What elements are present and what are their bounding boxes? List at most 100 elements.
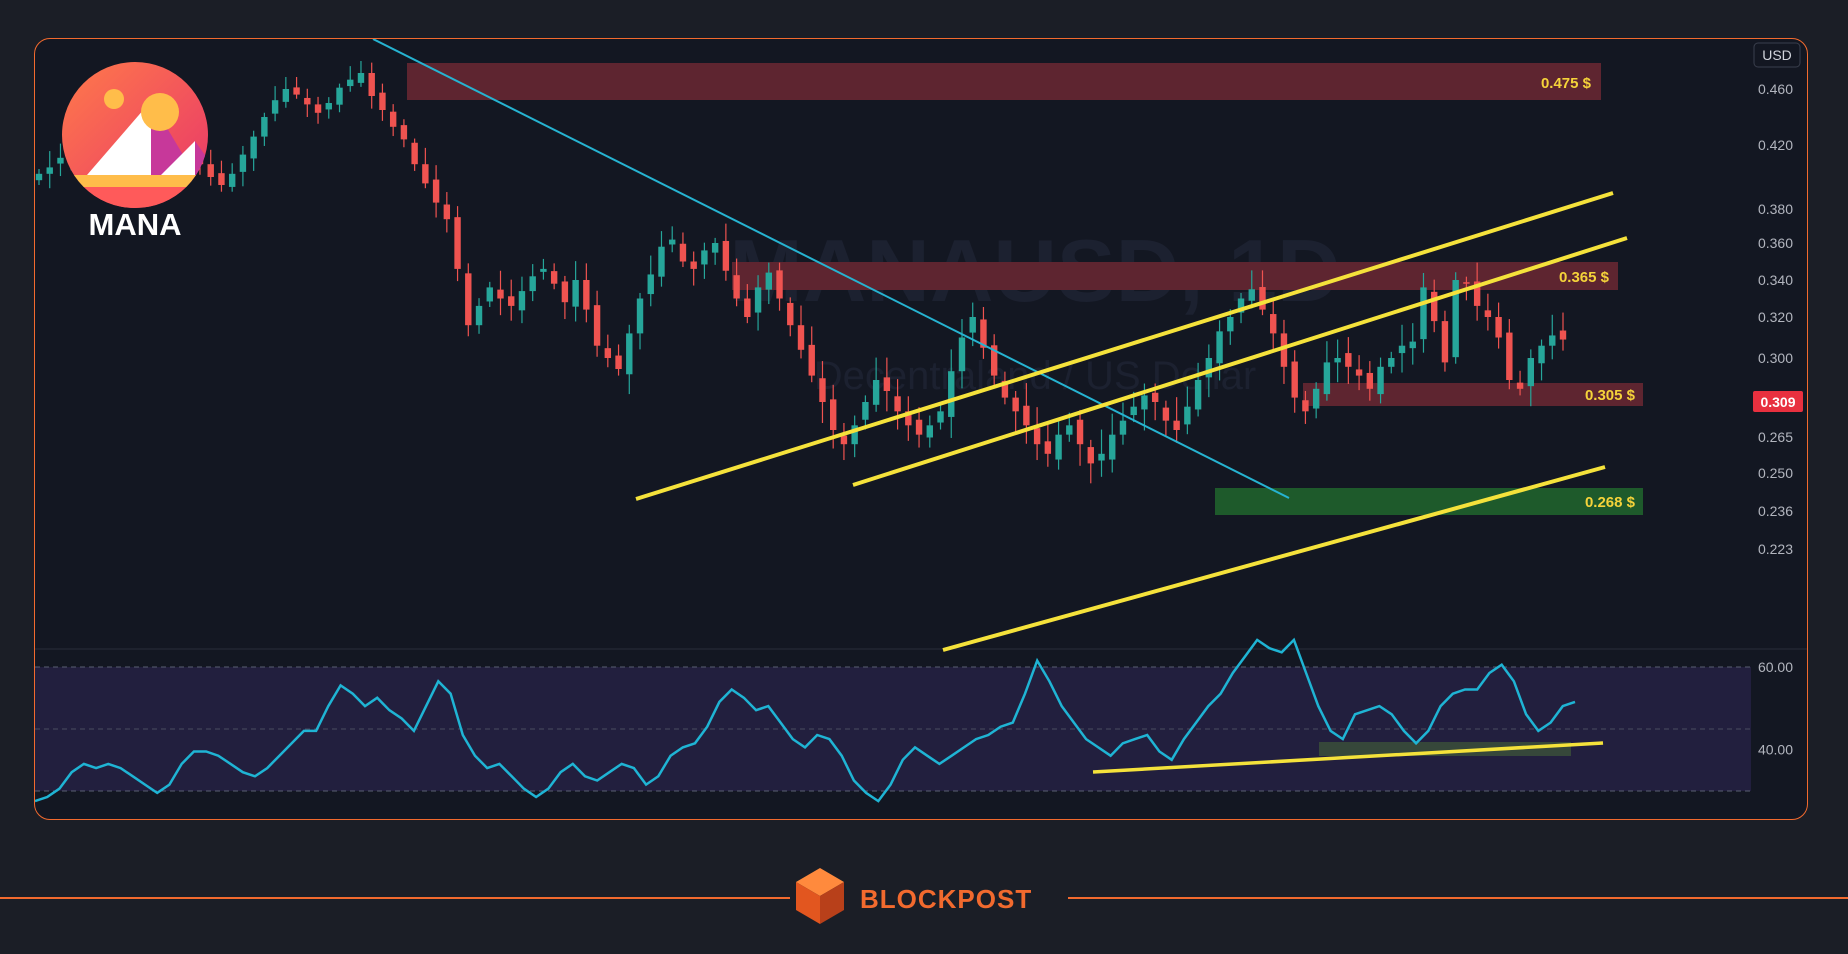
price-axis: 0.4600.4200.3800.3600.3400.3200.3000.280…	[1758, 81, 1793, 557]
channel-upper-line[interactable]	[635, 191, 1614, 501]
candle-body	[314, 104, 322, 113]
candle-body	[1388, 358, 1395, 367]
candle-body	[636, 298, 644, 334]
candle-body	[1098, 453, 1105, 461]
rsi-tick-label: 40.00	[1758, 742, 1793, 758]
candle-body	[819, 378, 826, 402]
candle-body	[1216, 331, 1223, 364]
candle-body	[583, 280, 590, 310]
footer: BLOCKPOST	[0, 868, 1848, 924]
candle-body	[958, 337, 966, 372]
candle-body	[572, 280, 579, 307]
candle-body	[282, 89, 290, 102]
zone-0268	[1215, 488, 1643, 515]
candle-body	[1270, 314, 1277, 334]
candle-body	[840, 435, 848, 445]
candle-body	[1151, 392, 1159, 402]
candle-body	[1431, 291, 1438, 322]
candle-body	[218, 173, 225, 185]
candle-body	[1312, 388, 1320, 409]
candle-body	[368, 73, 375, 96]
candle-body	[1441, 321, 1449, 363]
candle-body	[540, 268, 547, 272]
candle-body	[443, 204, 451, 220]
candle-body	[980, 319, 987, 348]
candle-body	[1130, 406, 1137, 416]
candle-body	[1001, 380, 1009, 398]
rsi-line[interactable]	[35, 637, 1576, 803]
current-price-tag	[1753, 391, 1803, 412]
candle-body	[1141, 395, 1148, 410]
candle-body	[400, 125, 408, 140]
candle-body	[679, 243, 687, 262]
candle-body	[508, 296, 515, 306]
price-chart[interactable]: MANAUSD, 1D Decentraland / US Dollar 0.4…	[35, 39, 1808, 820]
zone-label-0365: 0.365 $	[1559, 269, 1610, 286]
candle-body	[357, 73, 365, 83]
candle-body	[647, 274, 654, 295]
rsi-support-zone	[1319, 742, 1571, 756]
candle-body	[1248, 289, 1255, 301]
candle-body	[1280, 333, 1288, 367]
candle-body	[293, 87, 300, 95]
mana-logo-sun-large	[141, 93, 179, 131]
candle-body	[529, 276, 536, 292]
candle-body	[990, 345, 998, 376]
candle-body	[261, 117, 268, 137]
candle-body	[765, 272, 773, 290]
candle-body	[626, 333, 633, 375]
candle-body	[561, 281, 569, 303]
price-tick-label: 0.340	[1758, 272, 1793, 288]
candle-body	[1377, 366, 1384, 395]
candle-body	[1227, 317, 1234, 332]
candle-body	[1527, 358, 1535, 387]
price-tick-label: 0.300	[1758, 350, 1793, 366]
candle-body	[829, 399, 837, 430]
price-tick-label: 0.223	[1758, 541, 1793, 557]
candle-body	[1538, 345, 1545, 364]
candle-body	[411, 142, 418, 165]
candle-body	[1023, 405, 1030, 426]
logo-title: MANA	[89, 207, 182, 242]
candle-body	[733, 275, 740, 299]
mana-logo	[62, 62, 208, 208]
rsi-trendline[interactable]	[1092, 741, 1604, 774]
candle-body	[1355, 369, 1363, 376]
price-tick-label: 0.236	[1758, 503, 1793, 519]
candle-body	[207, 164, 214, 177]
zone-label-0475: 0.475 $	[1541, 75, 1592, 92]
candle-body	[915, 419, 923, 435]
price-tick-label: 0.265	[1758, 429, 1793, 445]
candle-body	[518, 291, 526, 311]
candle-body	[604, 348, 612, 358]
candle-body	[797, 325, 805, 350]
candle-body	[1559, 330, 1567, 340]
descending-trendline[interactable]	[372, 39, 1290, 499]
candle-body	[872, 380, 880, 405]
candle-body	[1452, 280, 1459, 358]
candle-body	[1194, 380, 1202, 410]
candle-body	[325, 103, 332, 110]
candle-body	[701, 250, 708, 265]
candle-body	[1516, 382, 1524, 389]
channel-middle-line[interactable]	[852, 236, 1628, 487]
currency-button[interactable]	[1753, 42, 1801, 68]
candle-body	[228, 173, 236, 187]
price-tick-label: 0.360	[1758, 235, 1793, 251]
candle-body	[304, 97, 311, 105]
zone-label-0305: 0.305 $	[1585, 387, 1636, 404]
candle-body	[35, 173, 43, 181]
rsi-tick-label: 60.00	[1758, 659, 1793, 675]
candle-body	[57, 157, 64, 164]
candle-body	[808, 344, 815, 376]
candle-body	[550, 271, 558, 284]
currency-button-label: USD	[1762, 47, 1792, 63]
channel-lower-line[interactable]	[942, 465, 1606, 652]
candle-body	[1259, 287, 1266, 310]
candle-body	[1549, 335, 1556, 346]
mana-logo-sail-large	[87, 101, 151, 175]
candle-body	[862, 402, 869, 420]
price-tick-label: 0.420	[1758, 137, 1793, 153]
candle-body	[497, 289, 504, 299]
